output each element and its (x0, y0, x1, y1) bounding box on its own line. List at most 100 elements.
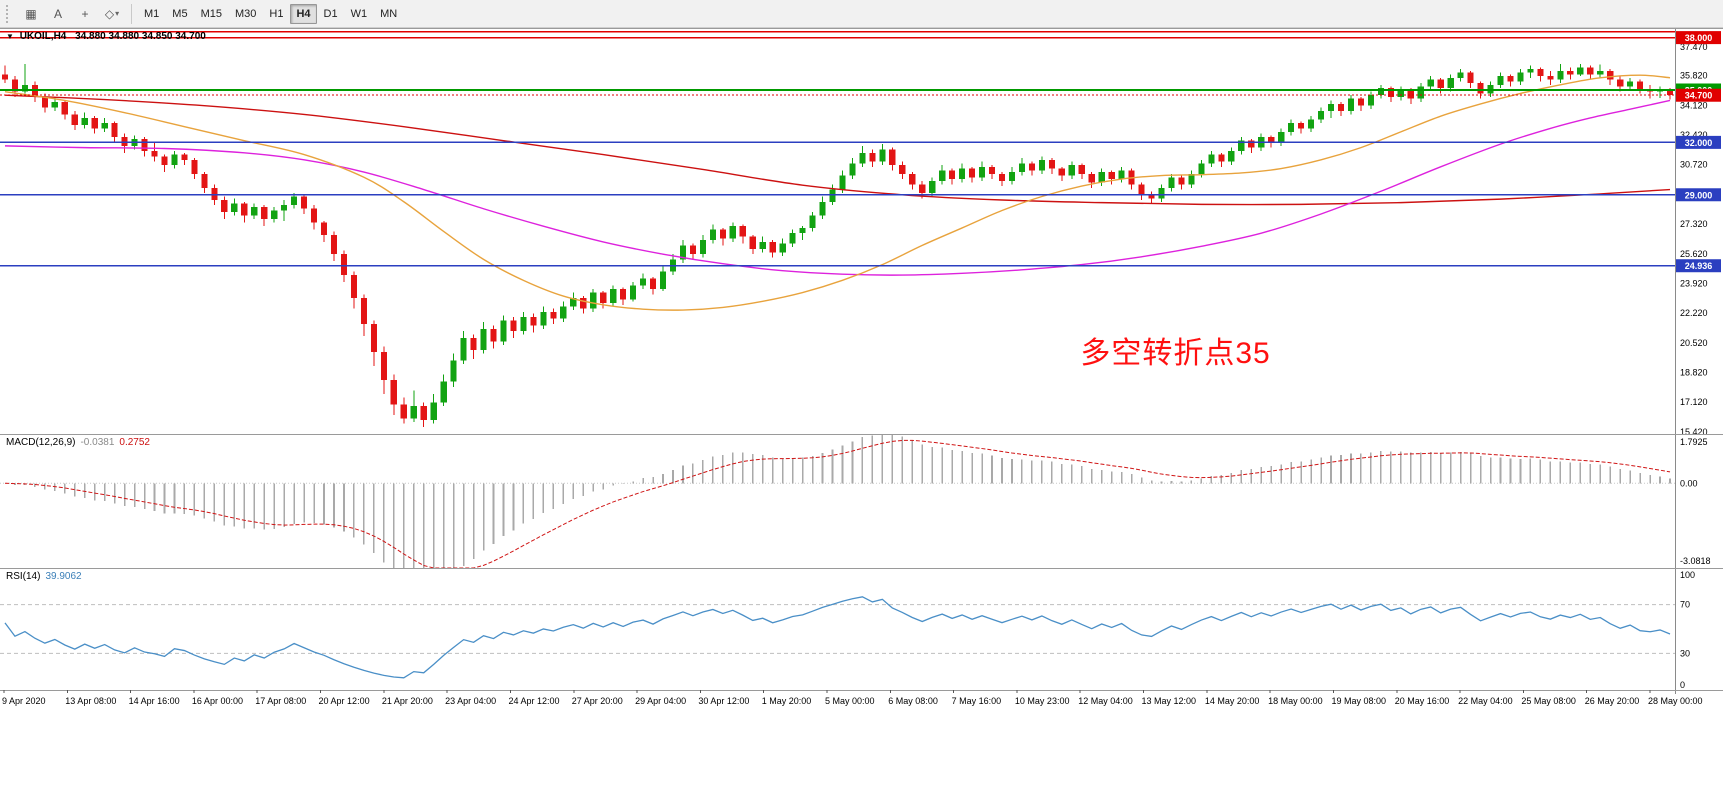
candle-body (799, 227, 806, 234)
macd-histogram (14, 434, 1671, 568)
candle-body (420, 406, 427, 421)
time-axis[interactable] (0, 690, 1675, 712)
candle-body (1248, 140, 1255, 148)
shapes-tool-icon-caret: ▾ (115, 9, 120, 18)
candle-body (919, 184, 926, 194)
candle-body (659, 271, 667, 290)
time-axis-label: 28 May 00:00 (1648, 696, 1703, 706)
candle-body (949, 170, 956, 180)
candle-body (1218, 154, 1225, 162)
timeframe-buttons-group: M1 M5 M15 M30 H1 H4 D1 W1 MN (138, 3, 403, 24)
timeframe-button-m1[interactable]: M1 (144, 7, 160, 20)
toolbar-grip[interactable] (6, 4, 12, 23)
chart-canvas[interactable]: 37.47035.82034.12032.42030.72029.02027.3… (0, 28, 1723, 712)
price-tick-label: 35.820 (1680, 71, 1708, 81)
candle-body (709, 229, 716, 241)
text-tool-icon[interactable]: A (53, 6, 62, 21)
candle-body (261, 206, 268, 220)
time-axis-label: 22 May 04:00 (1458, 696, 1513, 706)
candle-body (1357, 98, 1365, 106)
candle-body (1637, 81, 1644, 90)
candle-body (241, 203, 248, 216)
candle-body (11, 79, 19, 92)
candle-body (1078, 165, 1085, 174)
candle-body (590, 292, 597, 309)
time-axis-label: 20 Apr 12:00 (319, 696, 370, 706)
time-axis-label: 29 Apr 04:00 (635, 696, 686, 706)
candle-body (699, 240, 706, 255)
time-axis-label: 20 May 16:00 (1395, 696, 1450, 706)
candle-body (81, 117, 88, 125)
timeframe-button-h4[interactable]: H4 (290, 3, 317, 24)
candle-body (879, 149, 886, 162)
candle-body (610, 289, 617, 304)
candle-body (1158, 187, 1165, 199)
price-tick-label: 37.470 (1680, 42, 1708, 52)
macd-axis-max: 1.7925 (1680, 437, 1708, 447)
macd-signal-value: 0.2752 (119, 437, 150, 448)
time-axis-label: 21 Apr 20:00 (382, 696, 433, 706)
panel-splitter-rsi[interactable] (0, 565, 1675, 571)
candle-body (1347, 98, 1355, 111)
candle-body (380, 351, 387, 380)
shapes-tool-icon[interactable]: ◇ ▾ (104, 6, 120, 21)
candle-body (500, 320, 507, 342)
panel-splitter-macd[interactable] (0, 431, 1675, 437)
candle-body (510, 320, 517, 331)
candle-body (1507, 76, 1514, 82)
candle-body (470, 337, 477, 351)
rsi-axis-70: 70 (1680, 600, 1690, 610)
candle-body (450, 360, 457, 382)
timeframe-button-mn[interactable]: MN (380, 7, 398, 20)
tool-buttons-group: ▦ A + ◇ ▾ (18, 2, 125, 26)
time-axis-label: 6 May 08:00 (888, 696, 938, 706)
chart-toolbar: ▦ A + ◇ ▾ M1 M5 M15 M30 H1 H4 D1 W1 MN (0, 0, 1723, 28)
candle-body (839, 175, 846, 190)
candle-body (1437, 79, 1444, 89)
time-axis-label: 17 Apr 08:00 (255, 696, 306, 706)
time-axis-label: 13 Apr 08:00 (65, 696, 116, 706)
time-axis-label: 5 May 00:00 (825, 696, 875, 706)
time-axis-label: 27 Apr 20:00 (572, 696, 623, 706)
chart-annotation-text[interactable]: 多空转折点35 (1080, 337, 1271, 371)
rsi-name: RSI(14) (6, 571, 41, 582)
time-axis-label: 23 Apr 04:00 (445, 696, 496, 706)
price-level-badge-label: 38.000 (1685, 33, 1713, 43)
candle-body (689, 245, 697, 255)
chart-area[interactable]: 37.47035.82034.12032.42030.72029.02027.3… (0, 28, 1723, 712)
candle-body (779, 243, 786, 253)
price-level-badge-label: 24.936 (1685, 261, 1713, 271)
chart-window-icon[interactable]: ▦ (25, 6, 37, 21)
candle-body (1497, 76, 1504, 85)
time-axis-label: 16 Apr 00:00 (192, 696, 243, 706)
candle-body (1008, 172, 1016, 181)
candle-body (51, 102, 58, 108)
candle-body (1387, 88, 1394, 97)
symbol-dropdown-icon[interactable]: ▼ (6, 32, 14, 41)
timeframe-button-d1[interactable]: D1 (323, 7, 338, 20)
rsi-axis-0: 0 (1680, 680, 1685, 690)
rsi-value: 39.9062 (45, 571, 82, 582)
candle-body (1607, 70, 1614, 80)
candle-body (859, 152, 866, 164)
candle-body (201, 173, 208, 188)
timeframe-button-h1[interactable]: H1 (269, 7, 284, 20)
symbol-title: UKOIL,H4 (19, 31, 67, 42)
candle-body (320, 222, 328, 235)
candle-body (1058, 168, 1065, 176)
candle-body (959, 168, 966, 180)
price-tick-label: 32.420 (1680, 130, 1708, 140)
candle-body (251, 206, 258, 216)
candle-body (191, 159, 198, 174)
price-tick-label: 34.120 (1680, 100, 1708, 110)
macd-name: MACD(12,26,9) (6, 437, 76, 448)
candle-body (211, 187, 218, 201)
timeframe-button-m5[interactable]: M5 (172, 7, 188, 20)
timeframe-button-w1[interactable]: W1 (350, 7, 368, 20)
candle-body (540, 311, 547, 326)
timeframe-button-m30[interactable]: M30 (234, 7, 257, 20)
timeframe-button-m15[interactable]: M15 (200, 7, 222, 20)
candle-body (1527, 69, 1534, 73)
price-axis[interactable] (1675, 28, 1723, 690)
crosshair-icon[interactable]: + (81, 6, 89, 21)
